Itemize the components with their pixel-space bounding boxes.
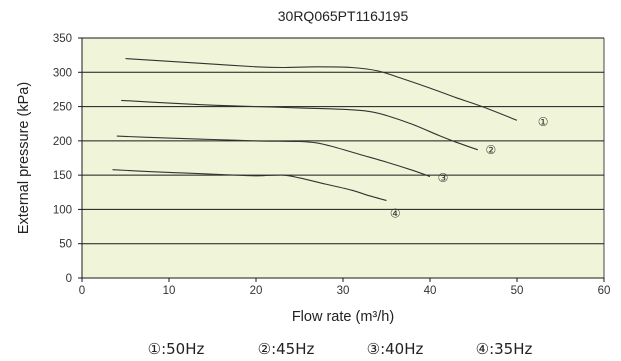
- curves: [112, 58, 518, 202]
- curve-label-4: ④: [390, 207, 401, 221]
- y-axis-ticks: 0 50 100 150 200 250 300 350: [53, 33, 82, 285]
- x-tick-label-50: 50: [511, 285, 524, 297]
- curve-3: [116, 135, 431, 178]
- y-tick-label-200: 200: [53, 136, 72, 148]
- y-tick-label-250: 250: [53, 102, 72, 114]
- x-axis-ticks: 0 10 20 30 40 50 60: [79, 278, 611, 297]
- y-axis-label: External pressure (kPa): [16, 82, 32, 234]
- curve-label-3: ③: [438, 171, 449, 185]
- legend: ①:50Hz ②:45Hz ③:40Hz ④:35Hz: [148, 340, 533, 358]
- y-tick-label-300: 300: [53, 67, 72, 79]
- curve-1: [125, 58, 518, 121]
- x-tick-label-0: 0: [79, 285, 85, 297]
- curve-label-2: ②: [486, 143, 497, 157]
- y-tick-label-50: 50: [59, 239, 72, 251]
- x-tick-label-60: 60: [598, 285, 611, 297]
- y-tick-label-100: 100: [53, 204, 72, 216]
- plot-area: [82, 38, 604, 278]
- x-tick-label-20: 20: [250, 285, 263, 297]
- y-tick-label-350: 350: [53, 33, 72, 45]
- x-tick-label-10: 10: [163, 285, 176, 297]
- legend-item-2: ②:45Hz: [258, 340, 315, 358]
- legend-item-1: ①:50Hz: [148, 340, 205, 358]
- chart-title: 30RQ065PT116J195: [278, 8, 409, 24]
- x-tick-label-30: 30: [337, 285, 350, 297]
- y-tick-label-150: 150: [53, 170, 72, 182]
- y-tick-label-0: 0: [66, 273, 72, 285]
- curve-labels: ① ② ③ ④: [390, 115, 549, 221]
- legend-item-4: ④:35Hz: [476, 340, 533, 358]
- curve-4: [112, 169, 387, 202]
- curve-label-1: ①: [538, 115, 549, 129]
- x-axis-label: Flow rate (m³/h): [292, 309, 394, 325]
- legend-item-3: ③:40Hz: [367, 340, 424, 358]
- curve-2: [121, 99, 478, 151]
- x-tick-label-40: 40: [424, 285, 437, 297]
